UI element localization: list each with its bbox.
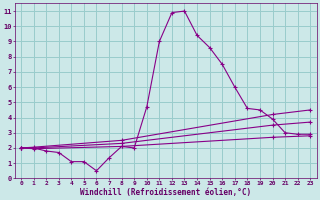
X-axis label: Windchill (Refroidissement éolien,°C): Windchill (Refroidissement éolien,°C) [80, 188, 251, 197]
